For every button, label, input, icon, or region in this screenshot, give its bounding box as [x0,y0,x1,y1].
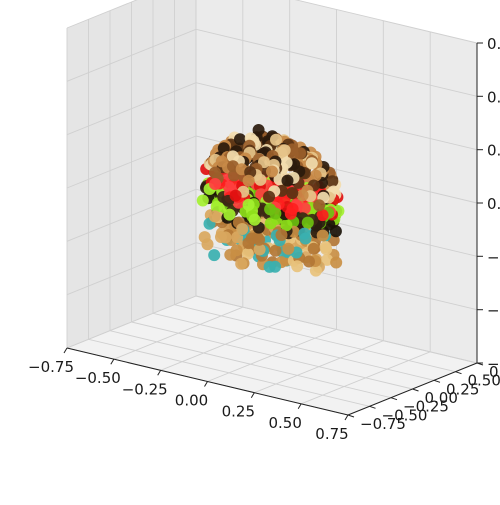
y-tick-mark [391,398,397,400]
point-top-bun [310,170,322,182]
point-bottom-bun [282,243,294,255]
point-top-bun [266,166,278,178]
point-top-bun [313,199,325,211]
point-lettuce [224,209,236,221]
x-tick-mark [64,348,67,353]
point-bottom-bun [291,260,303,272]
x-tick-mark [298,404,301,409]
point-lettuce [197,195,209,207]
y-tick-mark [456,372,462,374]
point-top-bun [270,134,282,146]
z-tick-label: −0.25 [487,248,500,266]
z-tick-label: 0.50 [487,88,500,106]
x-tick-label: 0.75 [315,425,348,443]
point-lettuce [269,208,281,220]
x-tick-mark [158,370,161,375]
point-top-bun [243,175,255,187]
point-top-bun [306,157,318,169]
x-tick-mark [251,393,254,398]
z-tick-label: −0.50 [487,302,500,320]
point-bottom-bun [270,245,282,257]
point-top-bun [286,187,298,199]
point-bottom-bun [208,249,220,261]
point-top-bun [282,175,294,187]
z-tick-label: 0.00 [487,195,500,213]
point-lettuce [243,199,255,211]
point-lettuce [302,217,314,229]
x-tick-mark [205,382,208,387]
point-tomato [209,178,221,190]
point-bottom-bun [303,256,315,268]
point-bottom-bun [269,261,281,273]
point-bottom-bun [202,238,214,250]
z-tick-label: −0.75 [487,355,500,373]
x-tick-label: −0.75 [28,358,74,376]
z-tick-labels: −0.75 −0.50 −0.25 0.00 0.25 0.50 0.75 [487,35,500,373]
y-tick-mark [370,406,376,408]
point-bottom-bun [276,229,288,241]
point-bottom-bun [209,210,221,222]
x-tick-label: 0.25 [222,403,255,421]
y-tick-mark [413,389,419,391]
point-bottom-bun [253,234,265,246]
point-bottom-bun [215,231,227,243]
point-top-bun [279,144,291,156]
point-bottom-bun [224,249,236,261]
point-bottom-bun [235,258,247,270]
point-tomato [230,190,242,202]
z-tick-label: 0.25 [487,142,500,160]
point-bottom-bun [243,237,255,249]
x-tick-mark [111,359,114,364]
point-lettuce [249,214,261,226]
point-tomato [287,203,299,215]
point-bottom-bun [236,223,248,235]
point-bottom-bun [308,243,320,255]
point-top-bun [263,191,275,203]
point-bottom-bun [300,233,312,245]
x-tick-label: −0.50 [75,369,121,387]
point-bottom-bun [330,257,342,269]
x-tick-label: 0.50 [268,414,301,432]
z-tick-label: 0.75 [487,35,500,53]
point-top-bun [297,189,309,201]
point-bottom-bun [317,230,329,242]
point-bottom-bun [320,241,332,253]
y-tick-mark [348,415,354,417]
x-tick-label: −0.25 [122,380,168,398]
y-tick-mark [434,380,440,382]
x-tick-mark [345,415,348,420]
x-tick-label: 0.00 [175,392,208,410]
